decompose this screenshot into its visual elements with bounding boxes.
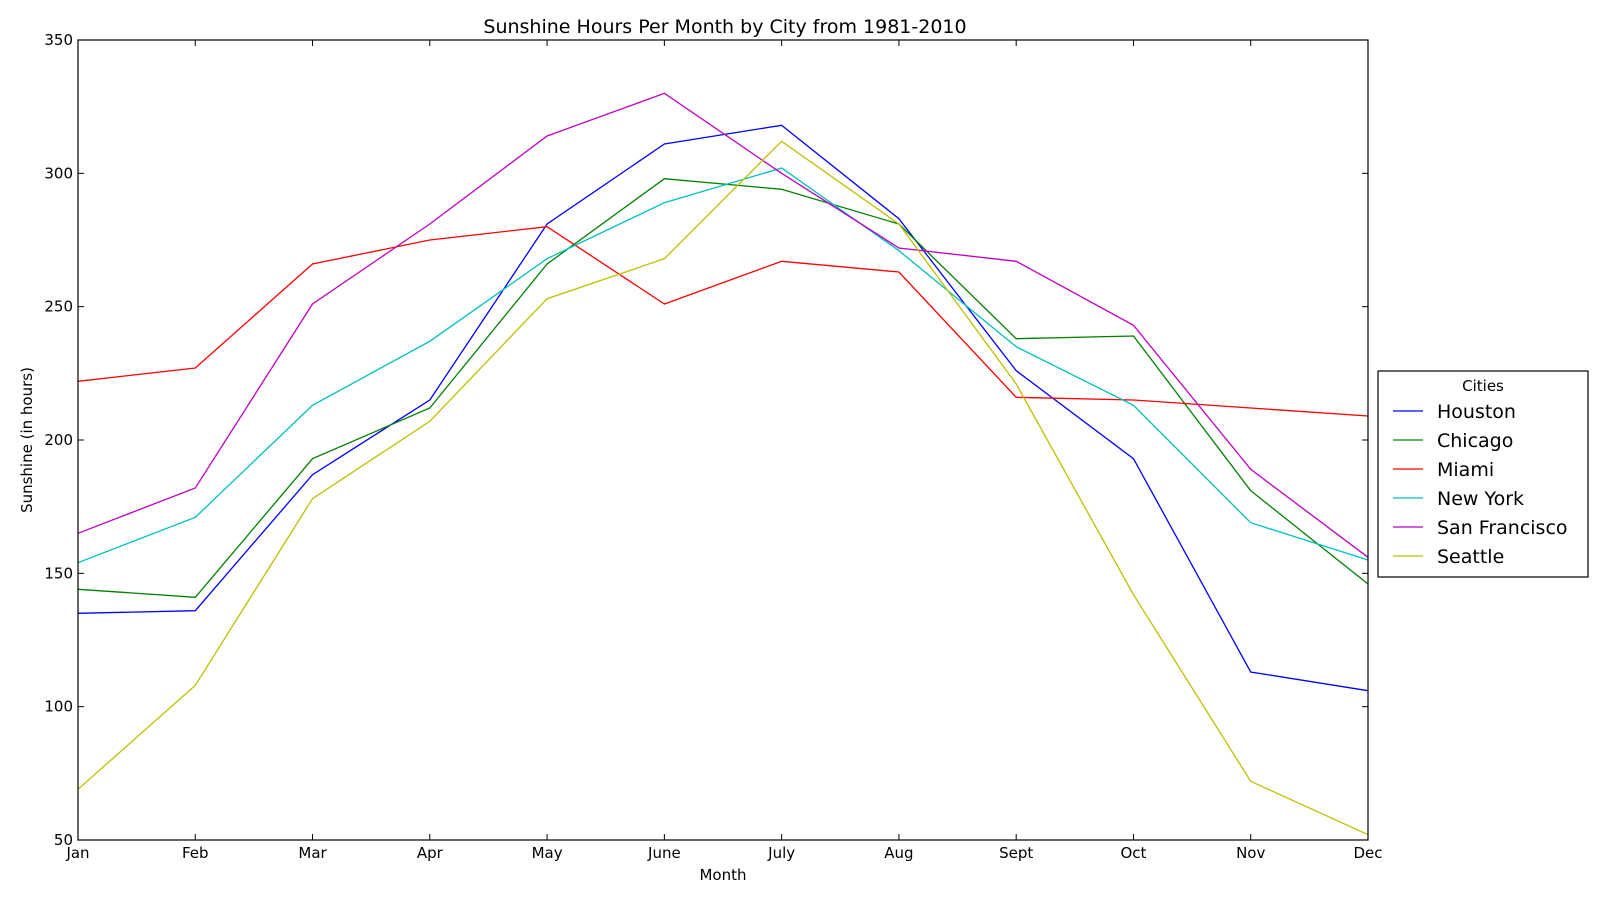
x-tick-label: Nov (1236, 844, 1265, 862)
series-line-new-york (77, 167, 1369, 564)
x-axis-label: Month (699, 866, 746, 884)
legend-label-new-york: New York (1437, 488, 1524, 510)
legend-label-san-francisco: San Francisco (1437, 517, 1568, 539)
chart-title: Sunshine Hours Per Month by City from 19… (483, 16, 966, 38)
y-tick-label: 200 (44, 431, 73, 449)
x-tick-label: Oct (1120, 844, 1146, 862)
y-tick-label: 150 (44, 564, 73, 582)
y-tick-label: 250 (44, 298, 73, 316)
legend-label-chicago: Chicago (1437, 430, 1513, 452)
plot-frame (77, 39, 1369, 841)
plot-lines (77, 92, 1369, 836)
series-line-san-francisco (77, 92, 1369, 558)
x-tick-label: Feb (182, 844, 209, 862)
x-tick-label: Jan (65, 844, 89, 862)
legend-label-seattle: Seattle (1437, 546, 1504, 568)
y-tick-label: 300 (44, 164, 73, 182)
x-tick-label: Mar (298, 844, 327, 862)
x-axis: Jan Feb Mar Apr May June July Aug Sept Oct Nov Dec (65, 40, 1383, 862)
x-tick-label: June (647, 844, 681, 862)
x-tick-label: July (767, 844, 795, 862)
x-tick-label: Aug (884, 844, 913, 862)
y-axis: 50 100 150 200 250 300 350 (44, 31, 1368, 849)
y-axis-label: Sunshine (in hours) (18, 367, 36, 513)
series-line-seattle (77, 140, 1369, 836)
x-tick-label: Apr (417, 844, 444, 862)
legend-title: Cities (1462, 377, 1504, 395)
y-tick-label: 350 (44, 31, 73, 49)
x-tick-label: May (532, 844, 563, 862)
series-line-miami (77, 226, 1369, 417)
y-tick-label: 100 (44, 698, 73, 716)
x-tick-label: Sept (999, 844, 1033, 862)
x-tick-label: Dec (1353, 844, 1382, 862)
y-tick-label: 50 (54, 831, 73, 849)
legend-items: Houston Chicago Miami New York San Francisco… (1393, 401, 1568, 568)
series-line-chicago (77, 178, 1369, 598)
legend-frame (1377, 370, 1589, 578)
legend-label-miami: Miami (1437, 459, 1494, 481)
series-line-houston (77, 124, 1369, 692)
legend-label-houston: Houston (1437, 401, 1516, 423)
legend: Cities Houston Chicago Miami New York San Fr… (1377, 370, 1589, 578)
